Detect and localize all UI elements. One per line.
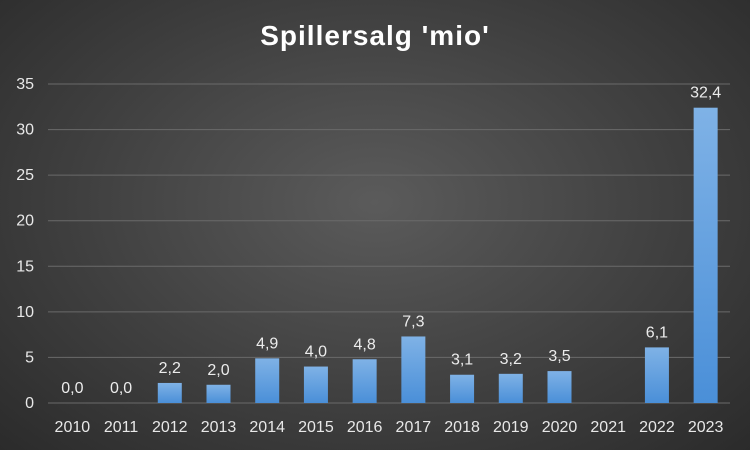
x-tick-label-2018: 2018 xyxy=(444,419,480,436)
data-label-2019: 3,2 xyxy=(500,351,522,368)
x-tick-label-2021: 2021 xyxy=(590,419,626,436)
bar-2020 xyxy=(547,371,572,403)
x-tick-label-2014: 2014 xyxy=(249,419,285,436)
bar-2017 xyxy=(401,336,426,403)
y-tick-label: 30 xyxy=(16,122,34,139)
data-label-2014: 4,9 xyxy=(256,335,278,352)
gridlines xyxy=(48,83,730,404)
x-tick-label-2020: 2020 xyxy=(542,419,578,436)
data-label-2018: 3,1 xyxy=(451,352,473,369)
x-tick-label-2019: 2019 xyxy=(493,419,529,436)
bar-2019 xyxy=(498,373,523,403)
y-tick-label: 15 xyxy=(16,258,34,275)
bar-2016 xyxy=(352,359,377,403)
data-label-2015: 4,0 xyxy=(305,344,327,361)
data-label-2020: 3,5 xyxy=(548,348,570,365)
chart-title: Spillersalg 'mio' xyxy=(260,20,490,51)
x-tick-label-2013: 2013 xyxy=(201,419,237,436)
bar-2013 xyxy=(206,384,231,403)
data-label-2022: 6,1 xyxy=(646,324,668,341)
x-tick-label-2023: 2023 xyxy=(688,419,724,436)
y-tick-label: 20 xyxy=(16,213,34,230)
y-tick-label: 35 xyxy=(16,76,34,93)
data-label-2011: 0,0 xyxy=(110,380,132,397)
data-label-2013: 2,0 xyxy=(207,362,229,379)
data-label-2016: 4,8 xyxy=(354,336,376,353)
data-label-2010: 0,0 xyxy=(61,380,83,397)
data-label-2017: 7,3 xyxy=(402,313,424,330)
data-label-2012: 2,2 xyxy=(159,360,181,377)
y-tick-label: 0 xyxy=(25,395,34,412)
y-tick-label: 25 xyxy=(16,167,34,184)
x-tick-label-2022: 2022 xyxy=(639,419,675,436)
bar-2015 xyxy=(303,366,328,403)
x-tick-label-2016: 2016 xyxy=(347,419,383,436)
bar-2014 xyxy=(255,358,280,403)
data-labels: 0,0 0,0 2,2 2,0 4,9 4,0 4,8 7,3 3,1 3,2 3,5 6,1 32,4 xyxy=(61,85,721,397)
x-tick-label-2017: 2017 xyxy=(396,419,432,436)
bar-2012 xyxy=(157,382,182,403)
bars xyxy=(157,107,718,403)
x-tick-label-2010: 2010 xyxy=(55,419,91,436)
x-axis-ticks: 2010 2011 2012 2013 2014 2015 2016 2017 2018 2019… xyxy=(55,419,724,436)
bar-2018 xyxy=(450,374,475,403)
data-label-2023: 32,4 xyxy=(690,85,721,102)
bar-2022 xyxy=(644,347,669,403)
bar-2023 xyxy=(693,107,718,403)
y-tick-label: 10 xyxy=(16,304,34,321)
x-tick-label-2011: 2011 xyxy=(104,419,139,436)
x-tick-label-2015: 2015 xyxy=(298,419,334,436)
y-tick-label: 5 xyxy=(25,349,34,366)
y-axis-ticks: 0 5 10 15 20 25 30 35 xyxy=(16,76,34,412)
x-tick-label-2012: 2012 xyxy=(152,419,188,436)
